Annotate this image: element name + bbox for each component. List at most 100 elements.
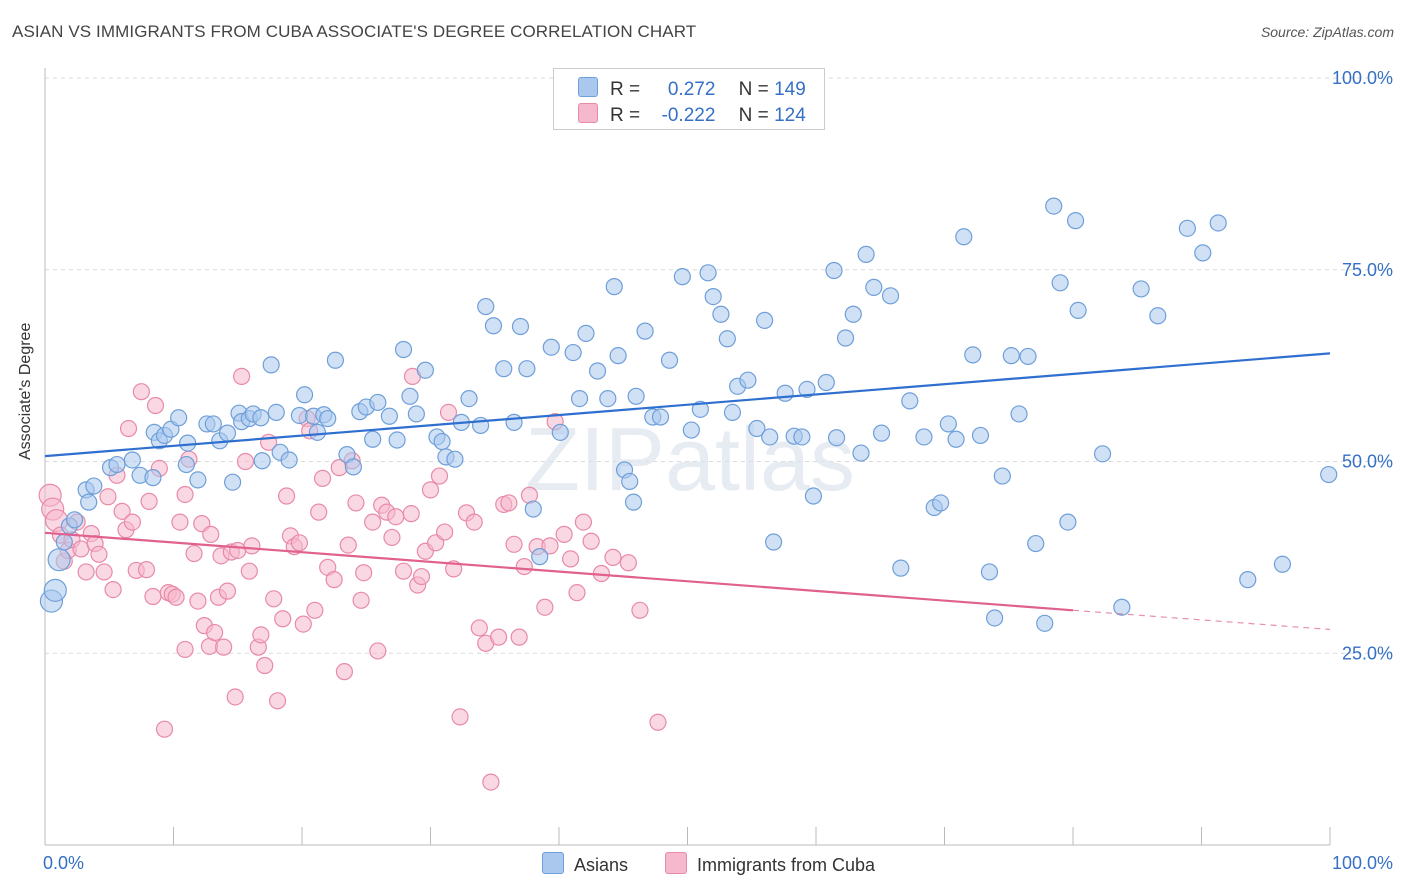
point-asian [1010,405,1028,423]
point-cuba [277,487,296,505]
point-cuba [243,537,261,555]
point-cuba [383,528,401,547]
point-asian [1019,347,1037,366]
point-asian [599,390,617,408]
point-asian [1059,513,1077,531]
point-asian [416,361,434,379]
point-cuba [90,545,108,563]
point-asian [252,409,270,427]
point-asian [1178,219,1196,237]
point-asian [1194,244,1212,262]
bottom-legend-asians: Asians [542,852,628,876]
point-cuba [430,467,449,485]
point-asian [761,428,779,446]
point-asian [825,261,843,280]
point-asian [218,424,237,442]
legend-n-value: 149 [774,79,806,100]
bottom-legend-swatch-asians [542,852,564,874]
point-cuba [113,502,131,520]
chart-title: ASIAN VS IMMIGRANTS FROM CUBA ASSOCIATE'… [12,22,697,41]
point-cuba [335,663,354,681]
point-asian [267,403,285,422]
point-cuba [185,544,203,563]
point-cuba [202,525,220,543]
point-cuba [155,720,174,738]
y-tick-label: 75.0% [1342,260,1393,280]
point-cuba [310,503,328,521]
point-cuba [470,619,488,637]
point-asian [1320,465,1338,484]
point-asian [1273,555,1292,573]
point-asian [748,419,766,438]
trend-line-asians [44,352,1331,458]
point-asian [308,423,327,441]
point-asian [43,578,67,602]
point-cuba [631,601,649,619]
point-asian [739,371,757,389]
axes [44,68,1331,846]
point-asian [65,511,84,529]
point-asian [253,452,271,470]
point-cuba [619,554,637,572]
point-cuba [265,590,283,608]
legend-box: R = 0.272 N = 149 R = -0.222 N = 124 [553,68,825,130]
point-asian [1027,534,1045,553]
point-asian [344,458,362,476]
point-asian [80,493,98,511]
point-cuba [290,534,309,552]
point-cuba [233,367,251,385]
y-tick-label: 100.0% [1332,68,1393,88]
point-cuba [369,642,387,660]
point-asian [776,384,794,402]
point-asian [319,409,337,428]
point-asian [817,373,835,392]
point-cuba [421,481,440,499]
point-cuba [439,403,458,422]
point-cuba [482,773,500,791]
point-cuba [77,563,95,581]
point-cuba [206,623,224,642]
point-asian [85,477,103,495]
point-cuba [137,561,156,579]
point-cuba [119,419,138,438]
point-cuba [352,591,370,609]
point-asian [1239,571,1257,589]
point-cuba [515,557,533,576]
point-asian [1209,214,1227,232]
point-asian [699,264,717,282]
point-cuba [412,567,431,586]
point-asian [827,429,846,447]
point-asian [804,487,823,505]
point-asian [577,324,595,343]
point-asian [1069,301,1087,320]
point-cuba [252,626,270,644]
point-asian [682,421,700,439]
point-cuba [536,598,554,616]
point-asian [531,548,549,566]
point-asian [718,330,736,348]
point-asian [712,305,730,323]
bottom-legend-label-cuba: Immigrants from Cuba [697,855,876,875]
bottom-legend-label-asians: Asians [574,855,629,875]
point-cuba [555,525,573,543]
point-asian [1002,347,1020,365]
point-asian [179,434,197,452]
point-cuba [167,588,185,606]
point-asian [1093,445,1112,463]
point-asian [857,245,875,264]
point-cuba [582,532,600,550]
point-asian [588,362,607,380]
point-asian [636,322,654,340]
point-cuba [268,692,287,710]
point-asian [47,548,71,572]
tick-labels: 25.0% 50.0% 75.0% 100.0% 0.0% 100.0% [43,68,1393,873]
point-asian [651,408,670,426]
source-label: Source: ZipAtlas.com [1260,24,1394,40]
legend-r-label: R = [610,79,641,100]
point-cuba [146,396,165,415]
legend-n-value: 124 [774,105,806,126]
point-cuba [256,656,274,675]
point-cuba [510,628,528,646]
trend-line-cuba-extension [1072,609,1331,631]
point-asian [621,472,639,491]
